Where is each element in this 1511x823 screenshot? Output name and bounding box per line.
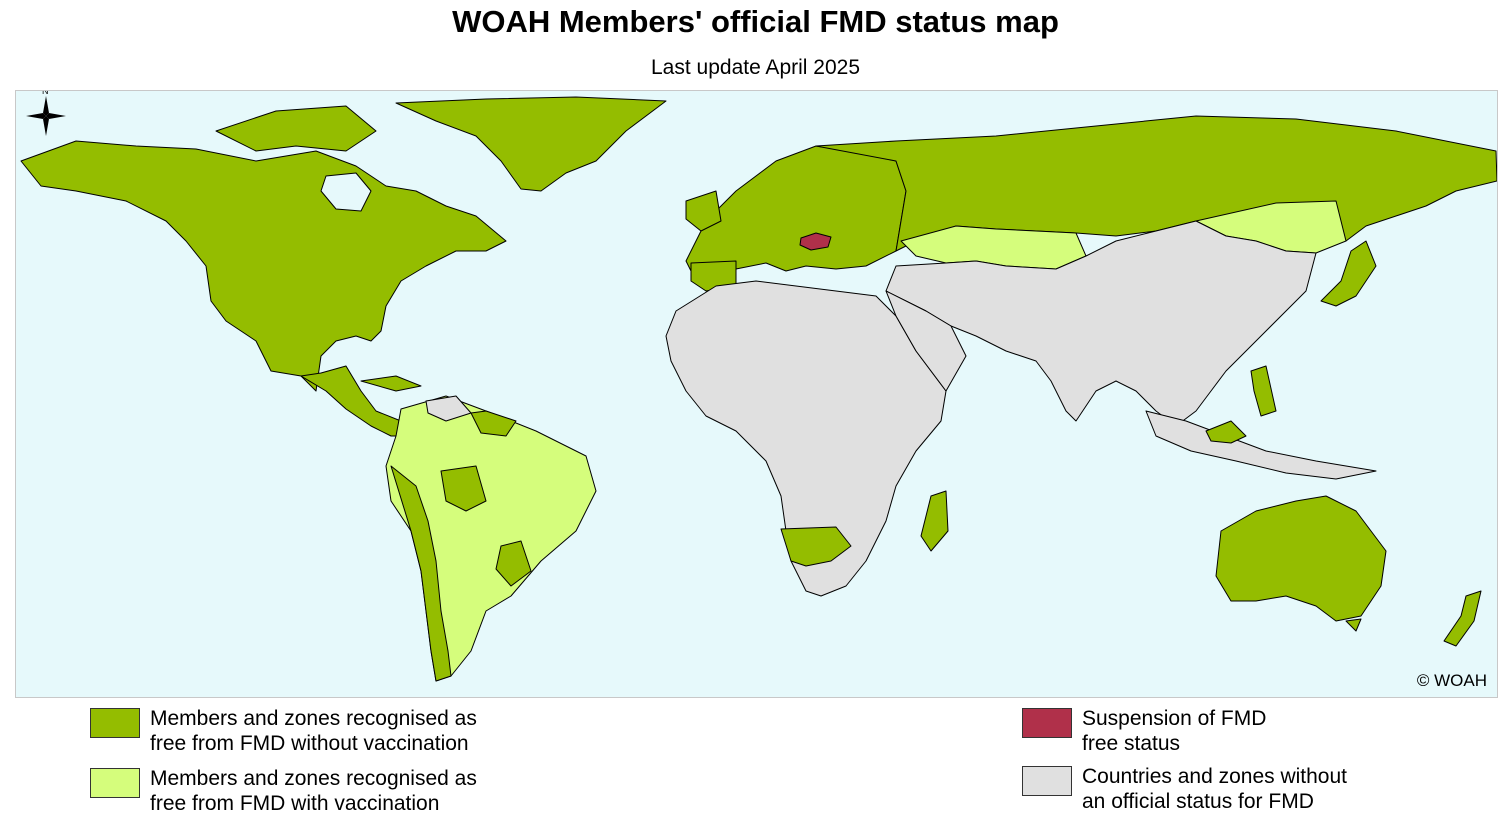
legend-swatch — [90, 708, 140, 738]
borneo-zone — [1205, 420, 1247, 444]
namibia-botswana-zone — [780, 526, 852, 567]
svg-text:N: N — [42, 91, 49, 96]
legend-swatch — [90, 768, 140, 798]
legend-item-free-without-vaccination: Members and zones recognised as free fro… — [90, 706, 477, 756]
arctic-islands — [215, 105, 377, 152]
japan — [1320, 240, 1377, 307]
north-america — [20, 140, 507, 392]
australia — [1215, 495, 1387, 622]
map-subtitle: Last update April 2025 — [651, 56, 860, 79]
map-title: WOAH Members' official FMD status map — [452, 4, 1059, 39]
legend-label: Countries and zones without an official … — [1082, 765, 1347, 813]
world-map-svg: N — [20, 91, 1497, 682]
bolivia-zone — [440, 465, 487, 512]
indonesia — [1145, 410, 1377, 480]
copyright-label: © WOAH — [1416, 671, 1487, 690]
legend-label: Members and zones recognised as free fro… — [150, 707, 477, 755]
venezuela — [425, 395, 472, 422]
legend-swatch — [1022, 766, 1072, 796]
new-zealand — [1443, 590, 1482, 647]
legend-item-no-status: Countries and zones without an official … — [1022, 764, 1347, 814]
arabia — [885, 290, 967, 392]
africa — [665, 280, 947, 597]
legend-label: Members and zones recognised as free fro… — [150, 767, 477, 815]
hungary — [799, 232, 832, 251]
caribbean-islands — [360, 375, 422, 392]
uruguay-zone — [495, 540, 532, 587]
guyanas-zone — [470, 410, 517, 437]
legend-item-suspension: Suspension of FMD free status — [1022, 706, 1266, 756]
legend-label: Suspension of FMD free status — [1082, 707, 1267, 755]
british-isles — [685, 190, 722, 232]
greenland — [395, 96, 667, 192]
tasmania — [1345, 618, 1362, 632]
compass-icon: N — [26, 91, 66, 136]
asia — [885, 220, 1317, 427]
hudson-bay — [320, 172, 372, 212]
andes-zone — [390, 465, 452, 682]
world-map[interactable]: N © WOAH — [15, 90, 1498, 698]
philippines — [1250, 365, 1277, 417]
legend-swatch — [1022, 708, 1072, 738]
madagascar — [920, 490, 949, 552]
legend-item-free-with-vaccination: Members and zones recognised as free fro… — [90, 766, 477, 816]
